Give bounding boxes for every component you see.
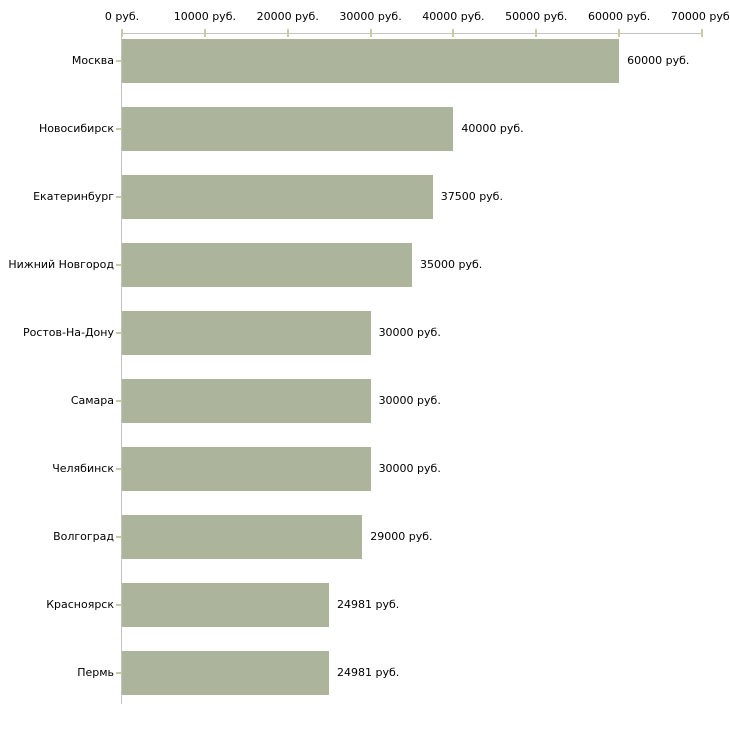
category-tick (116, 400, 122, 402)
x-axis-tick-label: 60000 руб. (588, 10, 651, 23)
category-tick (116, 128, 122, 130)
plot-area: 0 руб. 10000 руб. 20000 руб. 30000 руб. 4000… (8, 10, 730, 704)
category-label: Красноярск (46, 598, 114, 611)
category-label: Самара (70, 394, 114, 407)
category-label: Пермь (77, 666, 114, 679)
x-axis-tick-label: 50000 руб. (505, 10, 568, 23)
category-tick (116, 536, 122, 538)
bar (122, 311, 371, 355)
category-label: Волгоград (53, 530, 114, 543)
bar (122, 515, 363, 559)
x-axis-tick (121, 29, 123, 37)
category-label: Ростов-На-Дону (22, 326, 114, 339)
bar (122, 379, 371, 423)
value-label: 30000 руб. (378, 326, 441, 339)
x-axis-tick-label: 10000 руб. (173, 10, 236, 23)
category-label: Новосибирск (38, 122, 114, 135)
category-label: Екатеринбург (33, 190, 114, 203)
category-label: Нижний Новгород (8, 258, 114, 271)
bar (122, 243, 412, 287)
value-label: 30000 руб. (378, 394, 441, 407)
category-tick (116, 264, 122, 266)
category-tick (116, 60, 122, 62)
x-axis-tick (618, 29, 621, 37)
bar (122, 39, 620, 83)
category-label: Москва (71, 54, 114, 67)
bar (122, 107, 454, 151)
x-axis-tick (203, 29, 206, 37)
x-axis-tick (701, 29, 703, 37)
x-axis-tick-label: 70000 руб. (670, 10, 730, 23)
category-label: Челябинск (52, 462, 114, 475)
value-label: 35000 руб. (420, 258, 483, 271)
x-axis-tick-label: 20000 руб. (256, 10, 319, 23)
x-axis-tick (452, 29, 455, 37)
value-label: 40000 руб. (461, 122, 524, 135)
x-axis-tick-label: 0 руб. (104, 10, 140, 23)
x-axis-tick (535, 29, 538, 37)
x-axis-tick (369, 29, 372, 37)
category-tick (116, 468, 122, 470)
bar (122, 447, 371, 491)
category-tick (116, 672, 122, 674)
x-axis-tick-label: 30000 руб. (339, 10, 402, 23)
value-label: 30000 руб. (378, 462, 441, 475)
category-tick (116, 196, 122, 198)
value-label: 29000 руб. (370, 530, 433, 543)
value-label: 24981 руб. (336, 598, 400, 611)
bar (122, 651, 329, 695)
category-tick (116, 332, 122, 334)
category-tick (116, 604, 122, 606)
x-axis-tick-label: 40000 руб. (422, 10, 485, 23)
value-label: 60000 руб. (627, 54, 690, 67)
bar (122, 175, 433, 219)
value-label: 24981 руб. (336, 666, 400, 679)
x-axis-tick (286, 29, 289, 37)
bar (122, 583, 329, 627)
value-label: 37500 руб. (440, 190, 503, 203)
